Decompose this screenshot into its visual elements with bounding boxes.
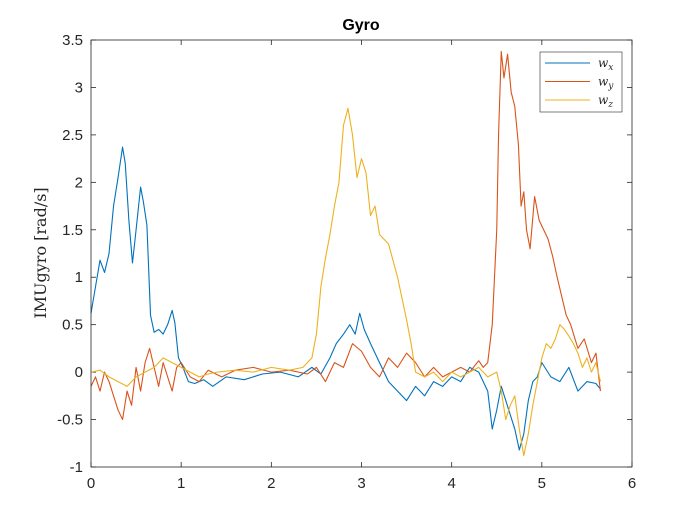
y-tick-label: 1 [75, 269, 83, 286]
series-line-w-z [90, 107, 601, 457]
y-tick-label: -0.5 [57, 412, 83, 429]
x-tick-label: 2 [267, 475, 275, 492]
y-tick-label: 2 [75, 174, 83, 191]
chart-title: Gyro [342, 17, 380, 34]
y-tick-label: 2.5 [62, 127, 83, 144]
x-tick-label: 0 [87, 475, 95, 492]
legend-label-w-z: wz [598, 93, 613, 110]
x-axis-ticks: 0 1 2 3 4 5 6 [87, 40, 636, 492]
x-tick-label: 6 [628, 475, 636, 492]
x-tick-label: 1 [177, 475, 185, 492]
y-axis-label: IMUgyro [rad/s] [31, 187, 50, 318]
y-tick-label: 3.5 [62, 32, 83, 49]
y-tick-label: 0 [75, 364, 83, 381]
x-tick-label: 3 [357, 475, 365, 492]
legend-label-w-x: wx [598, 56, 613, 73]
series-lines [90, 50, 601, 457]
y-tick-label: 1.5 [62, 222, 83, 239]
y-tick-label: 3 [75, 79, 83, 96]
x-tick-label: 4 [447, 475, 455, 492]
series-line-w-y [90, 50, 601, 421]
y-tick-label: 0.5 [62, 317, 83, 334]
axes-box [90, 39, 633, 468]
x-tick-label: 5 [538, 475, 546, 492]
y-tick-label: -1 [70, 459, 83, 476]
series-line-w-x [90, 146, 601, 451]
legend-label-w-y: wy [598, 75, 614, 92]
